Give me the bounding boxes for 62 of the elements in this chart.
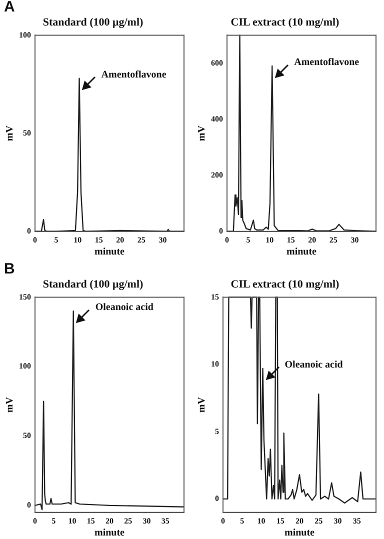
x-tick-label: 25 (124, 516, 132, 526)
y-tick-label: 0 (27, 500, 31, 510)
y-tick-label: 200 (211, 170, 223, 180)
annotation: Oleanoic acid (95, 302, 154, 314)
chart-title: Standard (100 μg/ml) (42, 278, 144, 290)
text: A (4, 0, 15, 16)
y-tick-label: 0 (27, 226, 31, 236)
y-tick-label: 600 (211, 58, 223, 68)
x-tick-label: 25 (137, 235, 146, 244)
y-tick-label: 50 (23, 431, 31, 440)
y-tick-label: 400 (211, 114, 223, 124)
y-axis-title: mV (196, 396, 208, 413)
x-tick-label: 30 (350, 235, 359, 244)
x-tick-label: 5 (246, 235, 250, 244)
x-tick-label: 30 (334, 516, 342, 526)
x-tick-label: 25 (329, 235, 338, 244)
chart-title: CIL extract (10 mg/ml) (230, 278, 340, 290)
x-axis-title: minute (94, 246, 126, 258)
x-tick-label: 0 (33, 516, 37, 526)
x-tick-label: 15 (276, 516, 284, 526)
x-tick-label: 20 (116, 235, 124, 244)
x-tick-label: 0 (225, 235, 229, 244)
x-axis-title: minute (284, 528, 316, 539)
y-tick-label: 15 (211, 292, 219, 302)
x-tick-label: 15 (86, 516, 95, 526)
y-tick-label: 5 (215, 426, 219, 436)
x-tick-label: 5 (240, 516, 244, 526)
x-tick-label: 30 (142, 516, 151, 526)
text: B (4, 260, 15, 278)
annotation: Oleanoic acid (284, 359, 344, 370)
x-tick-label: 20 (296, 516, 304, 526)
annotation: Amentoflavone (294, 57, 360, 68)
chart-title: CIL extract (10 mg/ml) (230, 16, 340, 28)
y-tick-label: 10 (211, 360, 219, 369)
x-tick-label: 10 (266, 235, 274, 244)
y-axis-title: mV (4, 396, 16, 413)
x-axis-title: minute (94, 528, 126, 539)
x-tick-label: 35 (161, 516, 170, 526)
y-tick-label: 50 (23, 128, 31, 138)
x-tick-label: 30 (158, 235, 167, 244)
chart-title: Standard (100 μg/ml) (42, 16, 144, 28)
x-tick-label: 35 (352, 516, 361, 526)
x-tick-label: 0 (33, 235, 37, 244)
y-tick-label: 100 (19, 30, 31, 40)
x-tick-label: 5 (54, 235, 58, 244)
y-axis-title: mV (196, 124, 208, 142)
y-tick-label: 100 (19, 362, 31, 371)
x-tick-label: 15 (94, 235, 103, 244)
annotation: Amentoflavone (101, 69, 167, 80)
y-tick-label: 0 (219, 226, 223, 236)
x-tick-label: 20 (308, 235, 316, 244)
y-tick-label: 0 (215, 494, 219, 504)
y-tick-label: 150 (19, 292, 31, 302)
x-tick-label: 5 (52, 516, 56, 526)
x-tick-label: 10 (257, 516, 266, 526)
y-axis-title: mV (4, 124, 16, 142)
x-tick-label: 10 (74, 235, 82, 244)
x-axis-title: minute (286, 246, 318, 258)
x-tick-label: 15 (286, 235, 295, 244)
x-tick-label: 10 (68, 516, 76, 526)
x-tick-label: 20 (106, 516, 114, 526)
x-tick-label: 25 (314, 516, 323, 526)
